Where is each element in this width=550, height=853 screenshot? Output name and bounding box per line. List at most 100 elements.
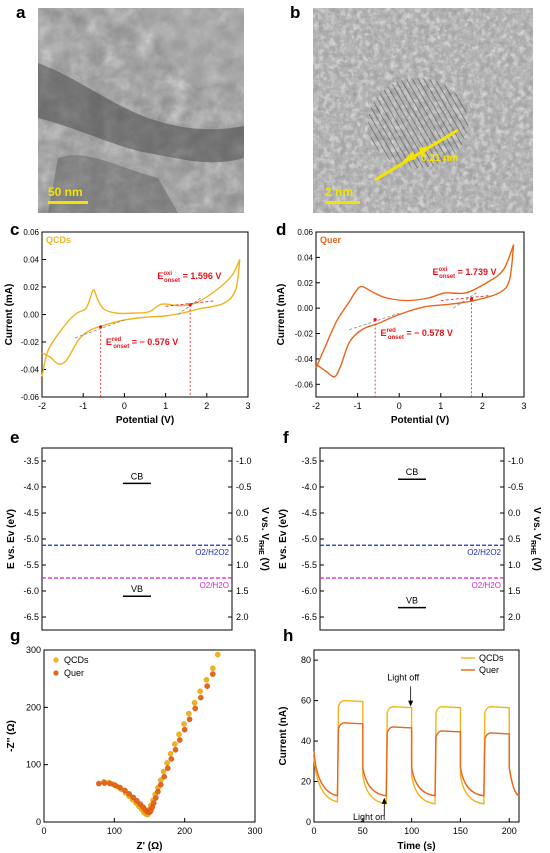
cv-curve-reverse <box>315 244 515 378</box>
left-axis-label: E vs. Ev (eV) <box>278 509 289 569</box>
legend-marker-quer <box>53 670 59 676</box>
right-axis-label: V vs. VRHE (V) <box>529 507 542 571</box>
y-tick-label: 0.02 <box>297 279 313 288</box>
plot-frame <box>43 649 256 823</box>
y-tick-label: 0.00 <box>297 304 313 313</box>
left-tick-label: -6.5 <box>301 612 317 622</box>
x-tick-label: 50 <box>358 826 368 836</box>
data-point-quer <box>155 788 161 795</box>
x-tick-label: 0 <box>397 401 402 411</box>
data-point-qcds <box>181 721 187 727</box>
o2-h2o2-label: O2/H2O2 <box>467 548 501 557</box>
light-on-label: Light on <box>353 812 385 822</box>
scale-bar-a <box>48 201 88 204</box>
o2-h2o2-label: O2/H2O2 <box>195 548 229 557</box>
data-point-quer <box>172 746 179 753</box>
legend-label: QCDs <box>46 235 71 245</box>
light-off-arrowhead <box>408 700 414 707</box>
y-tick-label: 200 <box>26 702 41 712</box>
nyquist-chart: 0 100 200 300 0 100 200 300 Z' (Ω) -Z'' (Ω) QCDs Qu… <box>6 645 263 852</box>
band-chart-quer: -3.5 -4.0 -4.5 -5.0 -5.5 -6.0 -6.5 -1.0 -0.5 0.0 0… <box>278 447 542 631</box>
data-point-qcds <box>209 665 216 672</box>
legend-label-quer: Quer <box>479 665 499 675</box>
data-point-quer <box>164 765 171 771</box>
x-tick-label: 200 <box>177 826 192 836</box>
red-onset-point <box>99 325 103 329</box>
x-tick-label: 100 <box>404 826 419 836</box>
panel-label-g: g <box>10 626 21 645</box>
right-tick-label: 0.5 <box>508 534 521 544</box>
data-point-qcds <box>176 731 182 738</box>
photocurrent-curve-qcds <box>313 699 520 805</box>
legend-label-qcds: QCDs <box>479 653 504 663</box>
y-tick-label: 60 <box>301 696 311 706</box>
oxi-tangent <box>440 295 491 301</box>
y-axis-label: -Z'' (Ω) <box>6 720 17 752</box>
x-tick-label: 1 <box>438 401 443 411</box>
cb-label: CB <box>406 467 419 477</box>
data-point-quer <box>112 782 118 789</box>
data-point-qcds <box>203 677 210 683</box>
right-tick-label: -1.0 <box>236 456 252 466</box>
x-tick-label: 200 <box>502 826 517 836</box>
panel-label-c: c <box>10 220 20 239</box>
light-off-label: Light off <box>387 672 419 682</box>
legend-label-qcds: QCDs <box>64 655 89 665</box>
red-tangent <box>349 312 400 331</box>
y-tick-label: -0.02 <box>21 338 40 347</box>
x-tick-label: -1 <box>354 401 362 411</box>
y-axis-label: Current (mA) <box>276 284 287 346</box>
left-tick-label: -5.5 <box>301 560 317 570</box>
right-tick-label: 2.0 <box>508 612 521 622</box>
o2-h2o-label: O2/H2O <box>200 581 229 590</box>
y-tick-label: 40 <box>301 736 311 746</box>
data-point-quer <box>122 787 128 794</box>
data-point-qcds <box>164 760 170 766</box>
right-tick-label: 2.0 <box>236 612 249 622</box>
y-tick-label: 0.04 <box>23 256 39 265</box>
panel-label-h: h <box>283 626 294 645</box>
x-tick-label: -1 <box>79 401 87 411</box>
data-point-qcds <box>186 710 192 717</box>
left-tick-label: -3.5 <box>301 456 317 466</box>
data-point-quer <box>130 794 137 801</box>
y-axis-label: Current (mA) <box>4 284 15 346</box>
oxi-onset-point <box>469 297 474 301</box>
panel-label-f: f <box>283 428 289 447</box>
left-tick-label: -5.5 <box>23 560 39 570</box>
onset-label-red: Ered onset = − 0.576 V <box>106 337 178 350</box>
x-axis-label: Potential (V) <box>391 415 449 426</box>
x-tick-label: 0 <box>311 826 316 836</box>
left-tick-label: -6.0 <box>301 586 317 596</box>
left-tick-label: -4.0 <box>301 482 317 492</box>
left-tick-label: -4.5 <box>301 508 317 518</box>
left-tick-label: -5.0 <box>301 534 317 544</box>
x-tick-label: 1 <box>163 401 168 411</box>
data-point-qcds <box>197 688 203 695</box>
scale-bar-b <box>325 201 360 204</box>
band-chart-qcds: -3.5 -4.0 -4.5 -5.0 -5.5 -6.0 -6.5 -1.0 -0.5 0.0 0… <box>6 447 270 631</box>
x-axis-label: Z' (Ω) <box>137 841 163 852</box>
y-tick-label: -0.06 <box>21 393 40 402</box>
cv-curve-forward <box>315 244 515 369</box>
vb-label: VB <box>131 584 143 594</box>
right-tick-label: -1.0 <box>508 456 524 466</box>
data-point-quer <box>209 671 216 677</box>
right-tick-label: 0.0 <box>236 508 249 518</box>
right-tick-label: 1.0 <box>508 560 521 570</box>
scale-bar-label-b: 2 nm <box>325 185 354 199</box>
x-tick-label: 0 <box>122 401 127 411</box>
onset-label-oxi: Eoxi onset = 1.596 V <box>157 271 221 284</box>
left-axis-label: E vs. Ev (eV) <box>6 509 17 569</box>
y-tick-label: -0.04 <box>295 355 314 364</box>
data-point-quer <box>168 756 175 762</box>
right-tick-label: -0.5 <box>508 482 524 492</box>
x-tick-label: 3 <box>521 401 526 411</box>
data-point-qcds <box>167 750 174 757</box>
y-axis-label: Current (nA) <box>278 707 289 766</box>
data-point-quer <box>107 780 113 787</box>
vb-label: VB <box>406 596 418 606</box>
x-axis-label: Potential (V) <box>116 415 174 426</box>
right-tick-label: 1.0 <box>236 560 249 570</box>
cv-chart-qcds: -2 -1 0 1 2 3 -0.06 -0.04 -0.02 0.00 0.02 0.04 0.06 P… <box>4 228 251 426</box>
